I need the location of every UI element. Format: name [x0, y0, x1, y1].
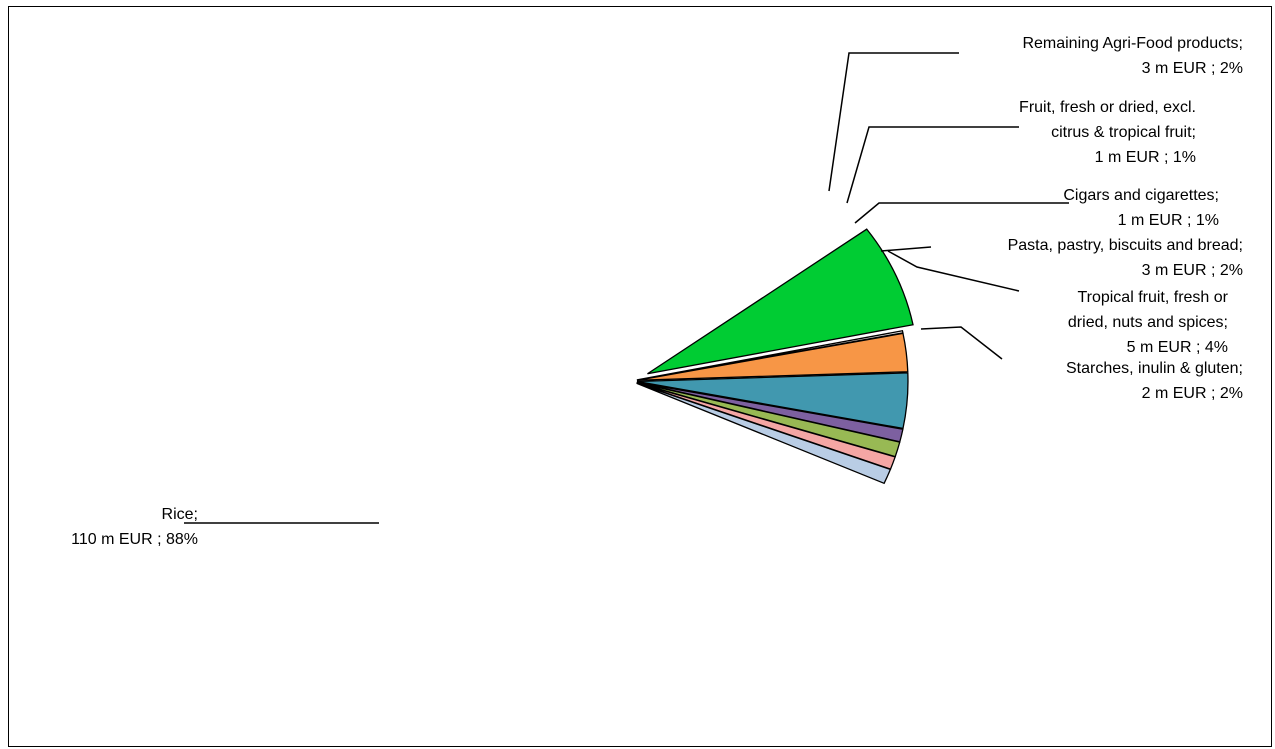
leader-line-6 [846, 126, 1019, 204]
leader-line-2 [920, 326, 1003, 360]
chart-frame: Rice; 110 m EUR ; 88% Starches, inulin & g… [8, 6, 1272, 747]
slice-label-line: Fruit, fresh or dried, excl. [1019, 99, 1196, 116]
slice-label-line: Rice; [162, 506, 198, 523]
leader-line-3 [887, 250, 1020, 292]
slice-label-line: 110 m EUR ; 88% [71, 531, 198, 548]
leader-line-4 [880, 246, 932, 252]
slice-label-line: 1 m EUR ; 1% [1118, 212, 1219, 229]
pie-slice-3 [636, 332, 909, 381]
leader-line-7 [828, 52, 959, 192]
slice-label-line: 5 m EUR ; 4% [1127, 339, 1228, 356]
slice-label-3: Tropical fruit, fresh or dried, nuts and … [1068, 289, 1229, 356]
slice-label-line: citrus & tropical fruit; [1051, 124, 1196, 141]
slice-label-line: Pasta, pastry, biscuits and bread; [1008, 237, 1243, 254]
slice-label-line: dried, nuts and spices; [1068, 314, 1228, 331]
slice-label-line: 3 m EUR ; 2% [1142, 262, 1243, 279]
slice-label-line: Tropical fruit, fresh or [1077, 289, 1228, 306]
pie-slice-8 [636, 382, 892, 485]
pie-chart: Rice; 110 m EUR ; 88% Starches, inulin & g… [71, 35, 1243, 548]
slice-label-6: Fruit, fresh or dried, excl. citrus & tro… [1019, 99, 1196, 166]
pie-slice-4 [636, 372, 909, 430]
slice-label-5: Cigars and cigarettes; 1 m EUR ; 1% [1063, 187, 1219, 229]
slice-label-line: Cigars and cigarettes; [1063, 187, 1219, 204]
slice-label-line: 3 m EUR ; 2% [1142, 60, 1243, 77]
slice-label-2: Starches, inulin & gluten; 2 m EUR ; 2% [1066, 360, 1243, 402]
slice-label-line: 2 m EUR ; 2% [1142, 385, 1243, 402]
leader-line-5 [854, 202, 1069, 224]
pie-slice-1 [647, 228, 914, 375]
slice-label-4: Pasta, pastry, biscuits and bread; 3 m EU… [1008, 237, 1243, 279]
leaders-layer [184, 52, 1069, 524]
slice-label-7: Remaining Agri-Food products; 3 m EUR ; 2… [1022, 35, 1243, 77]
slice-label-line: 1 m EUR ; 1% [1095, 149, 1196, 166]
slices-layer [636, 228, 914, 485]
slice-label-line: Remaining Agri-Food products; [1022, 35, 1243, 52]
slice-label-line: Starches, inulin & gluten; [1066, 360, 1243, 377]
slice-label-1: Rice; 110 m EUR ; 88% [71, 506, 198, 548]
labels-layer: Rice; 110 m EUR ; 88% Starches, inulin & g… [71, 35, 1243, 548]
